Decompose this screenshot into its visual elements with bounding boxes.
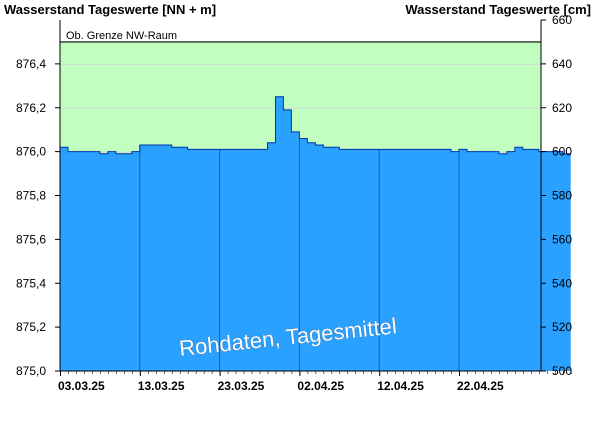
right-tick-label: 600	[552, 145, 572, 159]
x-tick-label: 13.03.25	[138, 379, 185, 393]
right-tick-label: 580	[552, 189, 572, 203]
left-tick-label: 876,2	[16, 101, 46, 115]
x-tick-labels: 03.03.25 13.03.25 23.03.25 02.04.25 12.04.25…	[58, 371, 572, 393]
right-tick-label: 640	[552, 57, 572, 71]
left-axis-title: Wasserstand Tageswerte [NN + m]	[4, 2, 216, 17]
left-tick-label: 876,0	[16, 145, 46, 159]
right-tick-label: 560	[552, 232, 572, 246]
series-area	[60, 96, 571, 372]
left-tick-label: 875,2	[16, 320, 46, 334]
left-tick-label: 875,6	[16, 232, 46, 246]
week-markers	[139, 138, 460, 371]
left-tick-label: 875,4	[16, 276, 46, 290]
x-tick-label: 22.04.25	[457, 379, 504, 393]
left-tick-label: 875,0	[16, 364, 46, 378]
right-tick-label: 620	[552, 101, 572, 115]
x-tick-label: 23.03.25	[218, 379, 265, 393]
right-tick-label: 500	[552, 364, 572, 378]
right-tick-labels: 500 520 540 560 580 600 620 640 660	[541, 13, 572, 378]
right-axis-title: Wasserstand Tageswerte [cm]	[405, 2, 591, 17]
left-tick-labels: 875,0 875,2 875,4 875,6 875,8 876,0 876,2 876,4	[16, 57, 60, 378]
zone-above-threshold	[60, 20, 541, 42]
threshold-label: Ob. Grenze NW-Raum	[66, 30, 177, 42]
right-tick-label: 540	[552, 276, 572, 290]
x-tick-label: 12.04.25	[377, 379, 424, 393]
left-tick-label: 875,8	[16, 189, 46, 203]
right-tick-label: 660	[552, 13, 572, 27]
right-tick-label: 520	[552, 320, 572, 334]
x-tick-label: 02.04.25	[297, 379, 344, 393]
left-tick-label: 876,4	[16, 57, 46, 71]
x-tick-label: 03.03.25	[58, 379, 105, 393]
